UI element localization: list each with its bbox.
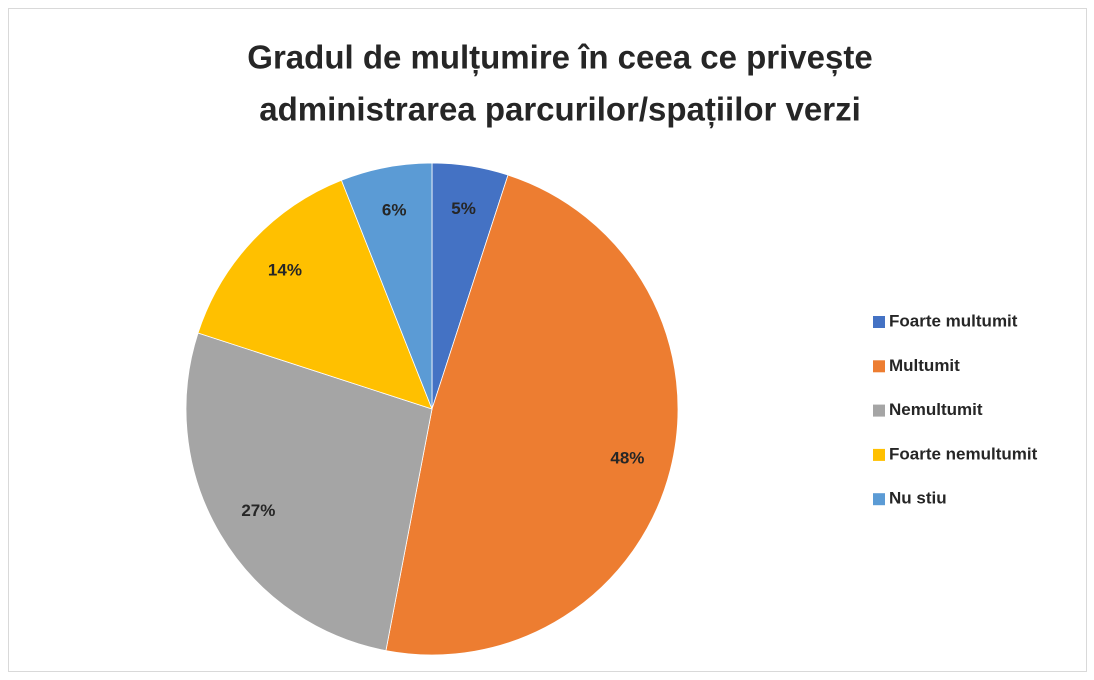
pie-slice [385,174,679,656]
pie-slice [340,162,433,410]
legend-label: Nu stiu [889,489,947,508]
legend-label: Foarte multumit [889,311,1018,330]
legend-swatch [873,316,885,328]
data-label: 6% [382,200,407,219]
data-label: 48% [610,449,644,468]
legend-label: Nemultumit [889,400,983,419]
legend-swatch [873,404,885,417]
data-label: 27% [241,501,275,520]
data-label: 14% [268,260,302,279]
legend-swatch [873,493,885,506]
pie-slice [197,179,433,410]
legend-swatch [873,448,885,461]
pie-slice [185,332,433,652]
data-label: 5% [451,199,476,218]
legend-label: Foarte nemultumit [889,444,1038,463]
chart-title: administrarea parcurilor/spațiilor verzi [259,91,861,129]
legend-swatch [873,360,885,373]
legend-label: Multumit [889,356,960,375]
chart-title: Gradul de mulțumire în ceea ce privește [247,39,872,77]
